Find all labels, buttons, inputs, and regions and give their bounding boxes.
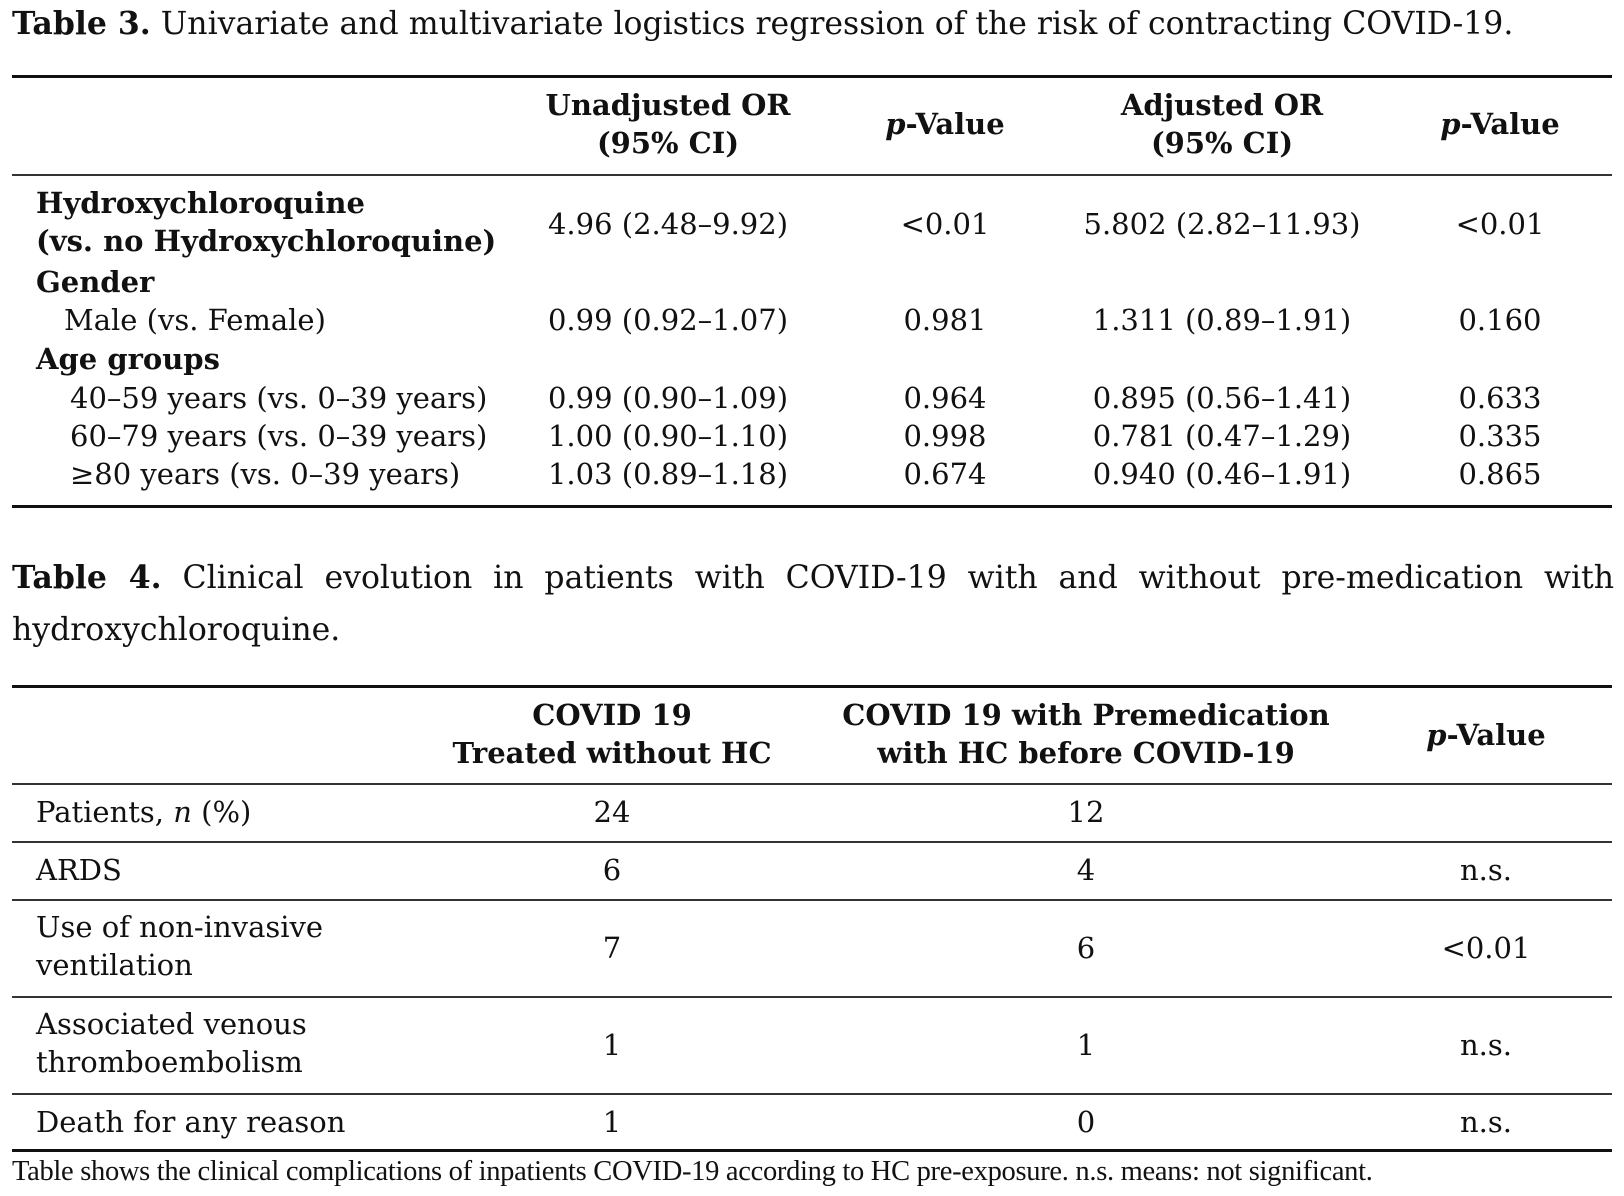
table3-hcq-p2: <0.01 xyxy=(1455,207,1545,241)
table4-header-without-hc: COVID 19 Treated without HC xyxy=(452,696,771,772)
table4-patients-post: (%) xyxy=(191,795,252,829)
table3-hcq-line2: (vs. no Hydroxychloroquine) xyxy=(36,224,497,258)
table4-patients-col2: 12 xyxy=(1067,795,1105,829)
table3-male-unadjusted: 0.99 (0.92–1.07) xyxy=(547,303,789,337)
table4-row-ards-label: ARDS xyxy=(36,853,122,887)
table3-a40-p1: 0.964 xyxy=(903,381,987,415)
table3-header-p2-italic: p xyxy=(1440,107,1461,141)
table4-ards-col1: 6 xyxy=(602,853,622,887)
table4-header-col1-line2: Treated without HC xyxy=(452,736,772,770)
table3-row-age-groups-label: Age groups xyxy=(36,342,220,376)
table3-hcq-line1: Hydroxychloroquine xyxy=(36,186,365,220)
table3-header-adjusted-or: Adjusted OR (95% CI) xyxy=(1121,86,1323,162)
table4-death-col1: 1 xyxy=(602,1105,622,1139)
table4-niv-col1: 7 xyxy=(602,931,622,965)
table3-row-male-label: Male (vs. Female) xyxy=(64,303,326,337)
table3-row-hydroxychloroquine-label: Hydroxychloroquine (vs. no Hydroxychloro… xyxy=(36,184,496,260)
table4-row-vte-label: Associated venous thromboembolism xyxy=(36,1005,307,1081)
table4-header-p-rest: -Value xyxy=(1446,718,1546,752)
table4-row-patients-label: Patients, n (%) xyxy=(36,793,251,831)
table3-a60-adjusted: 0.781 (0.47–1.29) xyxy=(1092,419,1352,453)
table4-patients-n: n xyxy=(173,795,192,829)
table4-bottom-rule xyxy=(12,1149,1612,1152)
table3-a80-p2: 0.865 xyxy=(1458,457,1542,491)
table3-caption-label: Table 3. xyxy=(12,5,151,42)
table4-row-rule-2 xyxy=(12,899,1612,901)
table3-a60-unadjusted: 1.00 (0.90–1.10) xyxy=(547,419,789,453)
table3-hcq-adjusted: 5.802 (2.82–11.93) xyxy=(1083,207,1361,241)
table3-header-p1-italic: p xyxy=(885,107,906,141)
table4-vte-line1: Associated venous xyxy=(36,1007,307,1041)
table3-bottom-rule xyxy=(12,505,1612,508)
table4-row-rule-4 xyxy=(12,1093,1612,1095)
table4-patients-col1: 24 xyxy=(593,795,631,829)
table3-header-p-value-1: p-Value xyxy=(885,105,1004,143)
table4-row-rule-3 xyxy=(12,996,1612,998)
table4-vte-col2: 1 xyxy=(1076,1028,1096,1062)
table4-header-rule xyxy=(12,783,1612,785)
table3-top-rule xyxy=(12,75,1612,78)
table4-row-rule-1 xyxy=(12,841,1612,843)
table4-niv-line2: ventilation xyxy=(36,948,193,982)
table4-top-rule xyxy=(12,685,1612,688)
table3-row-age-80-label: ≥80 years (vs. 0–39 years) xyxy=(70,457,461,491)
table4-patients-pre: Patients, xyxy=(36,795,174,829)
table3-male-p2: 0.160 xyxy=(1458,303,1542,337)
table4-header-col2-line1: COVID 19 with Premedication xyxy=(842,698,1330,732)
table3-header-p2-rest: -Value xyxy=(1460,107,1560,141)
table3-header-adjusted-line2: (95% CI) xyxy=(1150,126,1294,160)
table3-male-p1: 0.981 xyxy=(903,303,987,337)
table3-a80-p1: 0.674 xyxy=(903,457,987,491)
table4-niv-p: <0.01 xyxy=(1441,931,1531,965)
table3-hcq-p1: <0.01 xyxy=(900,207,990,241)
table3-a40-p2: 0.633 xyxy=(1458,381,1542,415)
table3-header-unadjusted-line1: Unadjusted OR xyxy=(545,88,791,122)
table3-male-adjusted: 1.311 (0.89–1.91) xyxy=(1092,303,1352,337)
table3-header-adjusted-line1: Adjusted OR xyxy=(1120,88,1324,122)
table3-header-p-value-2: p-Value xyxy=(1440,105,1559,143)
table4-caption-text: Clinical evolution in patients with COVI… xyxy=(12,560,1614,648)
table3-a80-adjusted: 0.940 (0.46–1.91) xyxy=(1092,457,1352,491)
table4-niv-col2: 6 xyxy=(1076,931,1096,965)
table3-header-unadjusted-or: Unadjusted OR (95% CI) xyxy=(546,86,791,162)
table4-row-niv-label: Use of non-invasive ventilation xyxy=(36,908,323,984)
table4-caption-label: Table 4. xyxy=(12,559,162,596)
table4-death-col2: 0 xyxy=(1076,1105,1096,1139)
table4-vte-p: n.s. xyxy=(1460,1028,1512,1062)
table3-hcq-unadjusted: 4.96 (2.48–9.92) xyxy=(547,207,789,241)
table3-a60-p1: 0.998 xyxy=(903,419,987,453)
table4-header-col2-line2: with HC before COVID-19 xyxy=(877,736,1295,770)
table4-row-death-label: Death for any reason xyxy=(36,1105,346,1139)
table4-vte-col1: 1 xyxy=(602,1028,622,1062)
table3-header-unadjusted-line2: (95% CI) xyxy=(596,126,740,160)
table4-ards-p: n.s. xyxy=(1460,853,1512,887)
table4-footnote: Table shows the clinical complications o… xyxy=(12,1156,1373,1187)
table4-death-p: n.s. xyxy=(1460,1105,1512,1139)
table4-header-with-hc: COVID 19 with Premedication with HC befo… xyxy=(842,696,1329,772)
table3-a80-unadjusted: 1.03 (0.89–1.18) xyxy=(547,457,789,491)
table3-header-p1-rest: -Value xyxy=(905,107,1005,141)
table4-vte-line2: thromboembolism xyxy=(36,1045,303,1079)
table4-ards-col2: 4 xyxy=(1076,853,1096,887)
table4-header-p-value: p-Value xyxy=(1426,716,1545,754)
table3-header-rule xyxy=(12,174,1612,176)
table4-header-col1-line1: COVID 19 xyxy=(532,698,692,732)
table3-a40-adjusted: 0.895 (0.56–1.41) xyxy=(1092,381,1352,415)
table4-caption: Table 4. Clinical evolution in patients … xyxy=(12,552,1614,656)
table3-row-age-60-79-label: 60–79 years (vs. 0–39 years) xyxy=(70,419,488,453)
table3-caption-text: Univariate and multivariate logistics re… xyxy=(160,6,1514,42)
table3-row-gender-label: Gender xyxy=(36,265,155,299)
table4-niv-line1: Use of non-invasive xyxy=(36,910,324,944)
table3-row-age-40-59-label: 40–59 years (vs. 0–39 years) xyxy=(70,381,488,415)
table3-a60-p2: 0.335 xyxy=(1458,419,1542,453)
table3-a40-unadjusted: 0.99 (0.90–1.09) xyxy=(547,381,789,415)
table3-caption: Table 3. Univariate and multivariate log… xyxy=(12,0,1614,50)
table4-header-p-italic: p xyxy=(1426,718,1447,752)
